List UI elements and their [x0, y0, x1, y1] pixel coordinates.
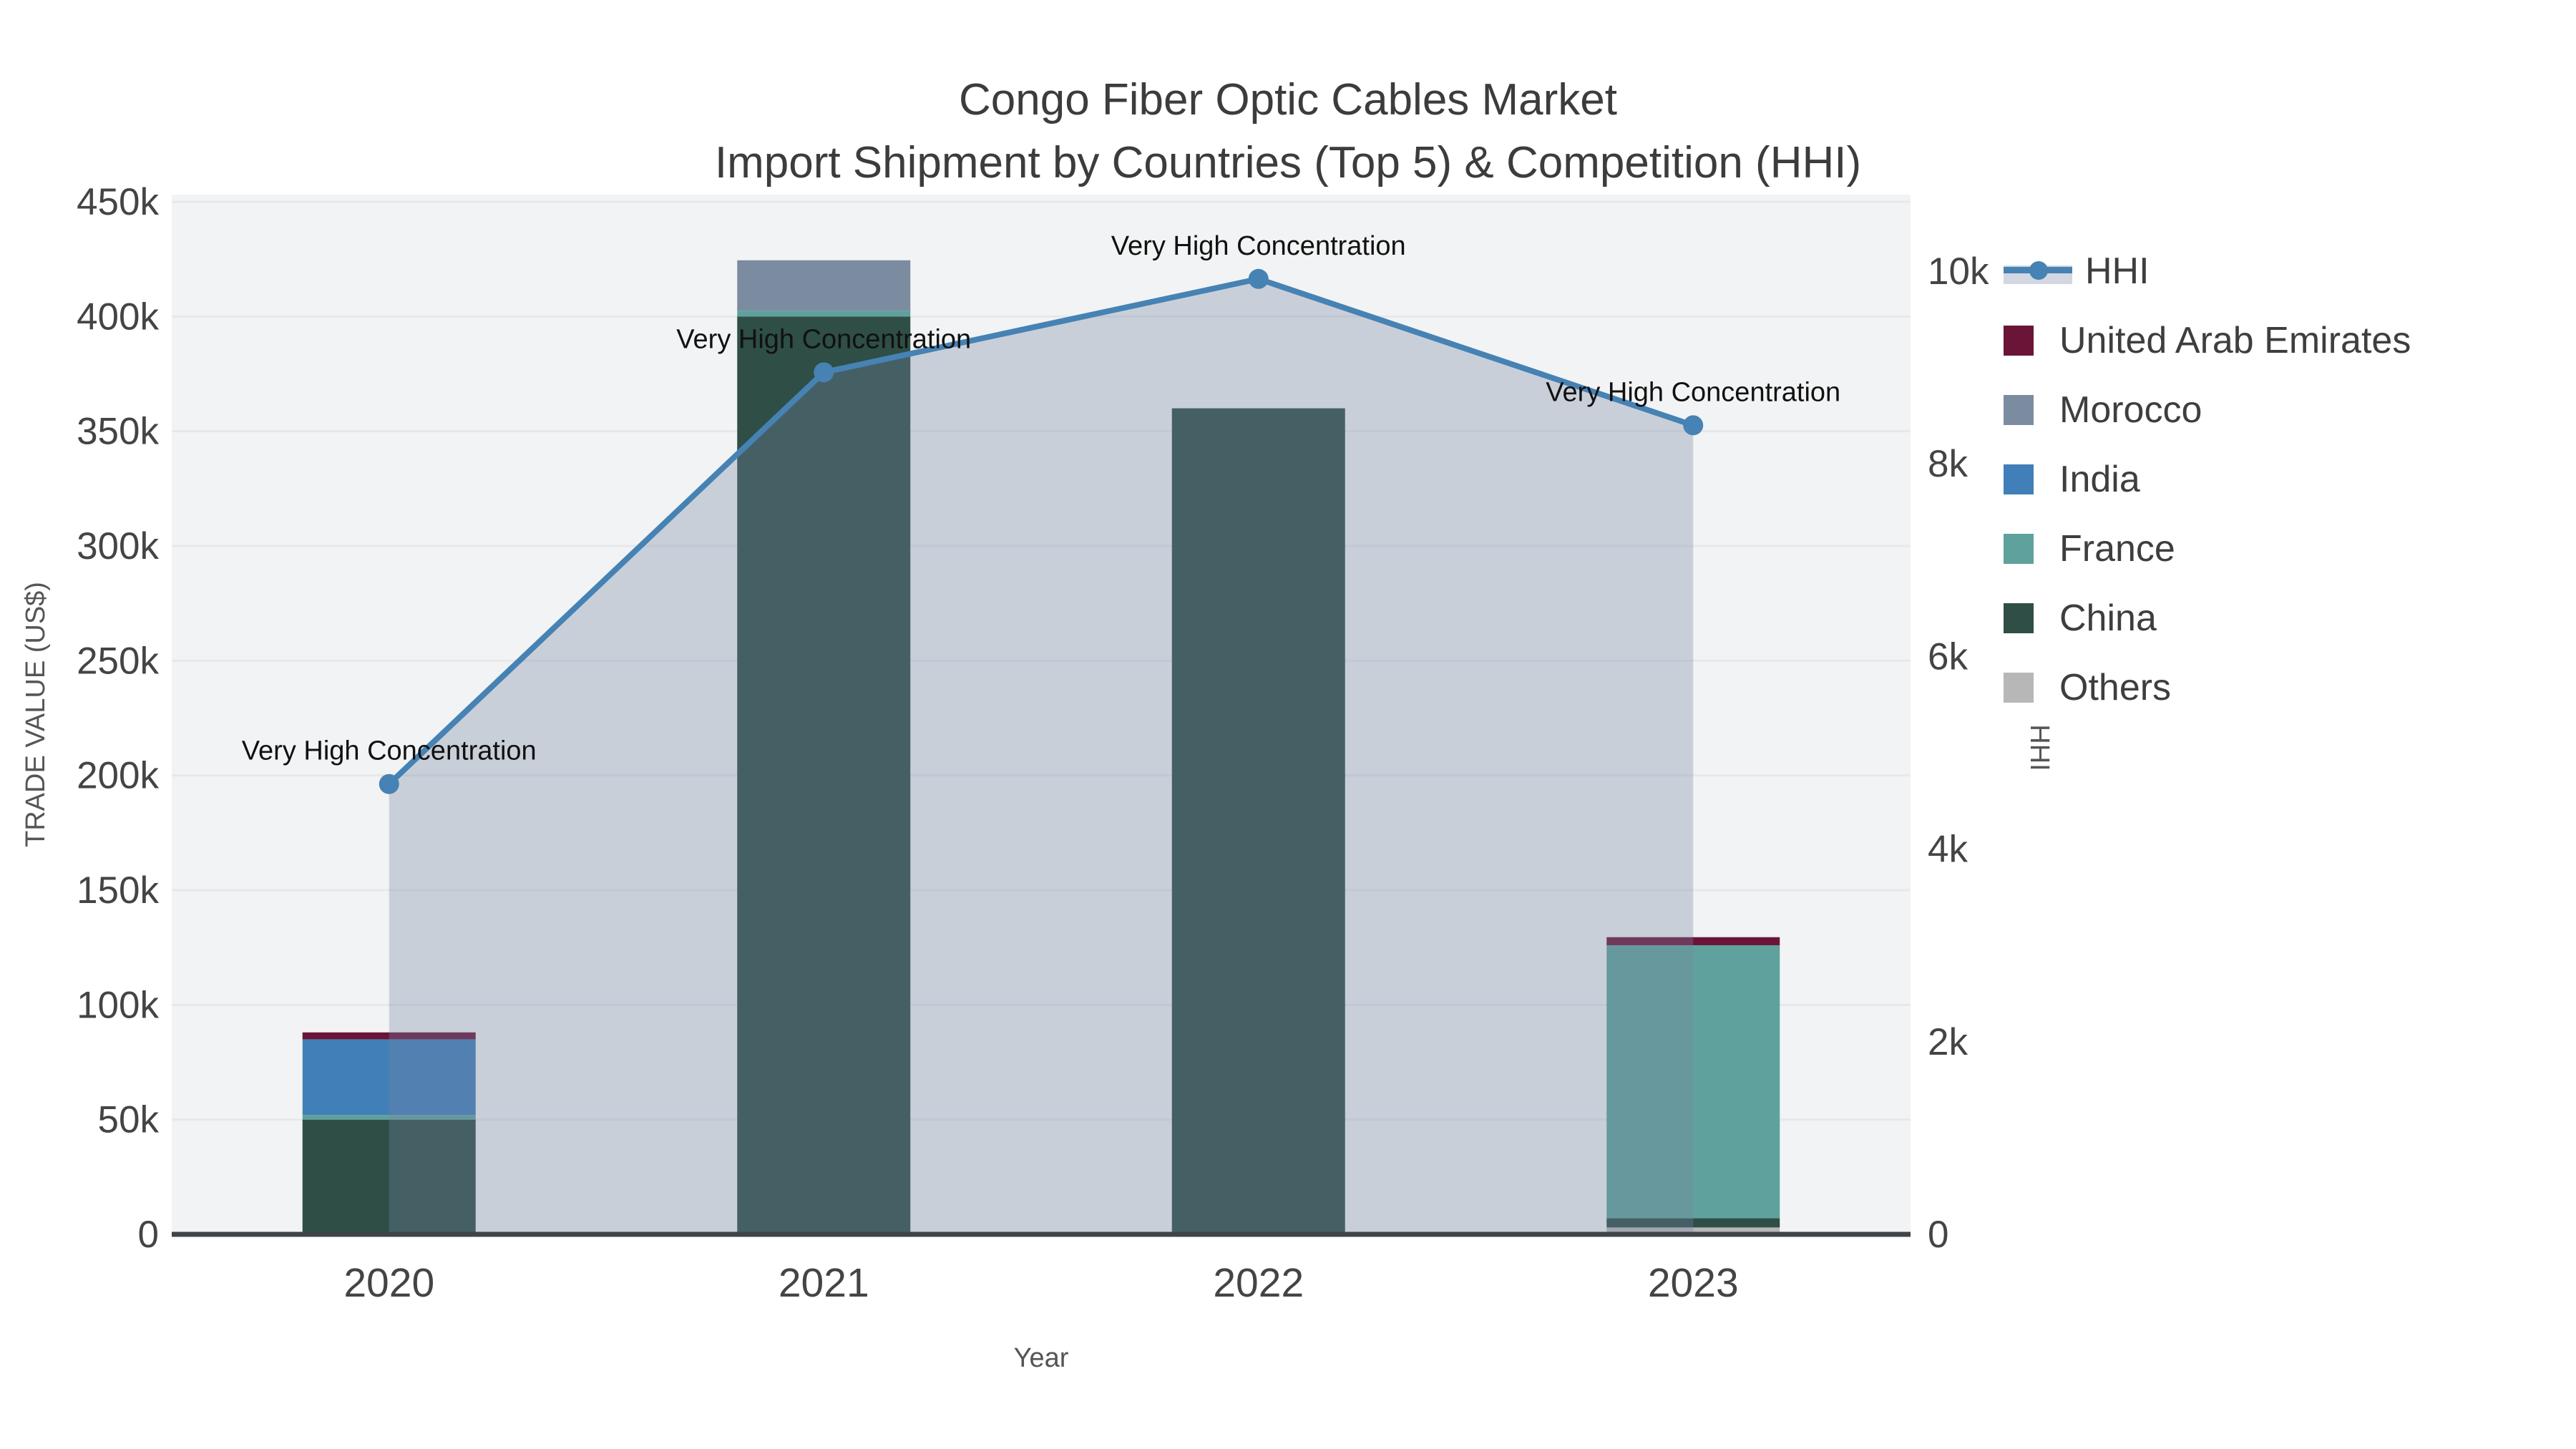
bar-segment-france-2023[interactable] — [1606, 945, 1780, 1219]
x-axis-title: Year — [1014, 1343, 1069, 1373]
hhi-marker-2020[interactable] — [379, 774, 399, 794]
y-left-tick-450k: 450k — [77, 181, 159, 223]
chart-title-line2: Import Shipment by Countries (Top 5) & C… — [714, 138, 1862, 187]
y-right-tick-2k: 2k — [1928, 1021, 1968, 1063]
bar-segment-china-2021[interactable] — [737, 316, 911, 1234]
hhi-line — [386, 275, 1694, 786]
bar-segment-united_arab_emirates-2023[interactable] — [1606, 937, 1780, 945]
bar-segment-china-2022[interactable] — [1171, 408, 1345, 1234]
hhi-area-fill — [389, 278, 1694, 1234]
annotation-2021: Very High Concentration — [676, 324, 971, 354]
bar-segment-morocco-2021[interactable] — [737, 260, 911, 311]
bar-segment-france-2021[interactable] — [737, 311, 911, 317]
y-right-tick-0: 0 — [1928, 1214, 1948, 1256]
legend-line-dot — [2029, 260, 2048, 280]
x-tick-2020: 2020 — [343, 1260, 434, 1306]
y-left-axis-title: TRADE VALUE (US$) — [21, 582, 51, 847]
y-left-tick-300k: 300k — [77, 525, 159, 567]
y-left-tick-0: 0 — [138, 1214, 159, 1256]
bar-segment-china-2020[interactable] — [302, 1119, 476, 1234]
hhi-marker-2021[interactable] — [814, 362, 834, 383]
x-tick-2021: 2021 — [779, 1260, 869, 1306]
y-right-tick-4k: 4k — [1928, 829, 1968, 871]
annotation-2020: Very High Concentration — [242, 736, 537, 766]
legend-item-united-arab-emirates[interactable]: United Arab Emirates — [2004, 306, 2411, 375]
bar-segment-india-2020[interactable] — [302, 1039, 476, 1116]
legend-item-china[interactable]: China — [2004, 583, 2411, 653]
legend-item-others[interactable]: Others — [2004, 653, 2411, 722]
legend-swatch-france — [2004, 533, 2034, 564]
legend-swatch-china — [2004, 602, 2034, 633]
legend-item-france[interactable]: France — [2004, 514, 2411, 583]
legend-label: Others — [2059, 666, 2172, 708]
legend-item-hhi[interactable]: HHI — [2004, 236, 2411, 306]
y-left-tick-200k: 200k — [77, 755, 159, 797]
y-right-tick-6k: 6k — [1928, 635, 1968, 678]
annotation-2023: Very High Concentration — [1546, 377, 1840, 407]
legend-label: HHI — [2085, 250, 2150, 292]
chart-title: Congo Fiber Optic Cables Market Import S… — [0, 69, 2576, 195]
y-left-tick-350k: 350k — [77, 411, 159, 453]
legend-item-morocco[interactable]: Morocco — [2004, 375, 2411, 444]
bar-segment-china-2023[interactable] — [1606, 1218, 1780, 1228]
y-left-tick-400k: 400k — [77, 296, 159, 338]
legend: HHI United Arab Emirates Morocco India Franc… — [2004, 236, 2411, 722]
legend-hhi-line-swatch — [2004, 253, 2072, 290]
legend-swatch-morocco — [2004, 394, 2034, 425]
legend-label: France — [2059, 527, 2175, 570]
y-left-tick-100k: 100k — [77, 984, 159, 1026]
chart-title-line1: Congo Fiber Optic Cables Market — [958, 75, 1618, 125]
y-right-axis-title: HHI — [2024, 724, 2054, 771]
y-left-tick-50k: 50k — [98, 1099, 160, 1141]
legend-label: United Arab Emirates — [2059, 319, 2411, 361]
y-left-tick-150k: 150k — [77, 869, 159, 912]
hhi-marker-2022[interactable] — [1248, 268, 1269, 289]
bar-segment-france-2020[interactable] — [302, 1115, 476, 1120]
annotation-2022: Very High Concentration — [1111, 231, 1406, 261]
y-right-tick-10k: 10k — [1928, 250, 1989, 293]
legend-label: Morocco — [2059, 389, 2202, 431]
x-tick-2022: 2022 — [1213, 1260, 1304, 1306]
y-left-tick-250k: 250k — [77, 640, 159, 682]
legend-swatch-others — [2004, 672, 2034, 703]
bar-segment-united_arab_emirates-2020[interactable] — [302, 1032, 476, 1040]
legend-item-india[interactable]: India — [2004, 444, 2411, 514]
y-right-tick-8k: 8k — [1928, 443, 1968, 485]
legend-swatch-united_arab_emirates — [2004, 325, 2034, 356]
hhi-marker-2023[interactable] — [1683, 415, 1704, 436]
x-tick-2023: 2023 — [1648, 1260, 1739, 1306]
legend-swatch-india — [2004, 464, 2034, 494]
legend-label: India — [2059, 458, 2140, 500]
legend-label: China — [2059, 597, 2157, 639]
bar-segment-others-2023[interactable] — [1606, 1227, 1780, 1234]
